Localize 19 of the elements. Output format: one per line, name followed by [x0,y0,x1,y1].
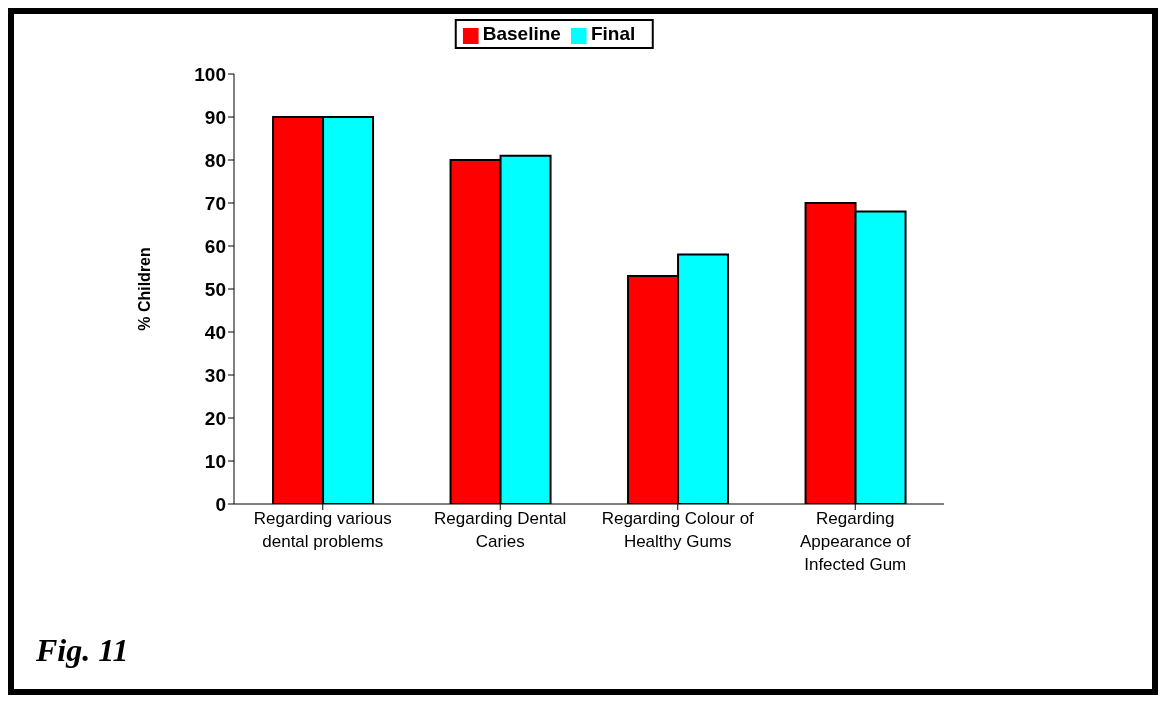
y-tick-label: 100 [194,63,226,85]
y-tick-label: 20 [204,407,226,429]
y-axis-title: % Children [135,247,153,331]
x-tick-label: Regarding various dental problems [253,509,392,551]
x-tick-label: Regarding Dental Caries [434,509,567,551]
y-tick-label: 30 [204,364,226,386]
legend-label: Final [590,23,636,44]
x-tick-label: Regarding Appearance of Infected Gum [799,509,911,574]
legend-label: Baseline [482,23,561,44]
x-tick-label: Regarding Colour of Healthy Gums [601,509,755,551]
y-tick-label: 70 [204,192,226,214]
y-tick-label: 80 [204,149,226,171]
y-tick-label: 40 [204,321,226,343]
y-tick-label: 60 [204,235,226,257]
y-tick-label: 0 [215,493,226,515]
y-tick-label: 90 [204,106,226,128]
y-tick-label: 50 [204,278,226,300]
y-tick-label: 10 [204,450,226,472]
caption: Fig. 11 [36,632,129,669]
